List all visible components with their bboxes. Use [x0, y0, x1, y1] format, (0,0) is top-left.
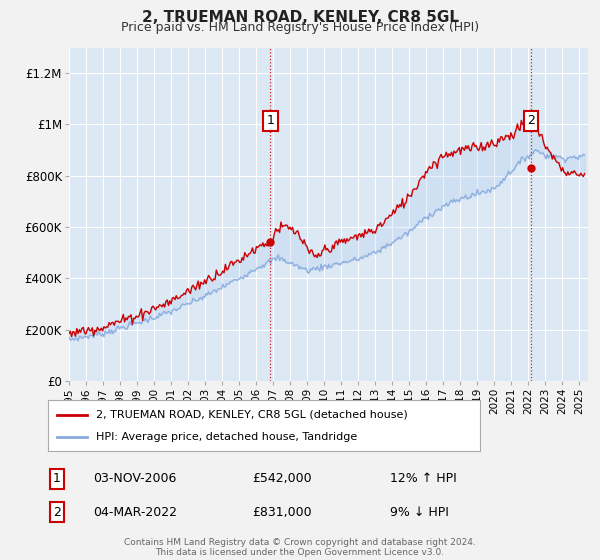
Text: £831,000: £831,000 [252, 506, 311, 519]
Text: 2, TRUEMAN ROAD, KENLEY, CR8 5GL (detached house): 2, TRUEMAN ROAD, KENLEY, CR8 5GL (detach… [95, 409, 407, 419]
Text: Price paid vs. HM Land Registry's House Price Index (HPI): Price paid vs. HM Land Registry's House … [121, 21, 479, 34]
Text: 1: 1 [53, 472, 61, 486]
Text: 9% ↓ HPI: 9% ↓ HPI [390, 506, 449, 519]
Text: 04-MAR-2022: 04-MAR-2022 [93, 506, 177, 519]
Text: 12% ↑ HPI: 12% ↑ HPI [390, 472, 457, 486]
Text: 2: 2 [53, 506, 61, 519]
Text: 1: 1 [266, 114, 274, 128]
Text: 03-NOV-2006: 03-NOV-2006 [93, 472, 176, 486]
Text: £542,000: £542,000 [252, 472, 311, 486]
Text: 2, TRUEMAN ROAD, KENLEY, CR8 5GL: 2, TRUEMAN ROAD, KENLEY, CR8 5GL [142, 10, 458, 25]
Text: HPI: Average price, detached house, Tandridge: HPI: Average price, detached house, Tand… [95, 432, 357, 442]
Text: 2: 2 [527, 114, 535, 128]
Text: Contains HM Land Registry data © Crown copyright and database right 2024.
This d: Contains HM Land Registry data © Crown c… [124, 538, 476, 557]
